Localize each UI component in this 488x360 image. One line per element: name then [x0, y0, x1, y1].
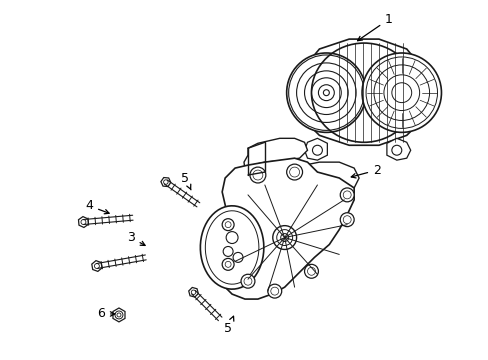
Text: 1: 1	[357, 13, 392, 41]
Circle shape	[286, 164, 302, 180]
Polygon shape	[301, 162, 358, 192]
Polygon shape	[200, 206, 264, 289]
Polygon shape	[79, 217, 88, 228]
Circle shape	[241, 274, 254, 288]
Circle shape	[222, 258, 234, 270]
Polygon shape	[113, 308, 125, 322]
Circle shape	[223, 247, 233, 256]
Polygon shape	[161, 177, 170, 186]
Polygon shape	[92, 261, 102, 271]
Polygon shape	[218, 158, 353, 299]
Text: 6: 6	[97, 307, 115, 320]
Text: 2: 2	[350, 163, 380, 178]
Text: 5: 5	[224, 316, 233, 336]
Circle shape	[340, 213, 353, 227]
Polygon shape	[304, 138, 326, 160]
Circle shape	[222, 219, 234, 231]
Polygon shape	[386, 138, 410, 160]
Circle shape	[304, 264, 318, 278]
Circle shape	[115, 311, 122, 319]
Polygon shape	[188, 288, 198, 297]
Text: 4: 4	[85, 199, 109, 214]
Circle shape	[312, 145, 322, 155]
Circle shape	[233, 252, 243, 262]
Circle shape	[361, 53, 441, 132]
Text: 3: 3	[127, 231, 145, 246]
Polygon shape	[309, 39, 416, 145]
Circle shape	[249, 167, 265, 183]
Circle shape	[340, 188, 353, 202]
Circle shape	[225, 231, 238, 243]
Circle shape	[272, 226, 296, 249]
Circle shape	[286, 53, 366, 132]
Text: 5: 5	[181, 171, 191, 190]
Polygon shape	[244, 138, 307, 170]
Circle shape	[391, 145, 401, 155]
Circle shape	[267, 284, 281, 298]
